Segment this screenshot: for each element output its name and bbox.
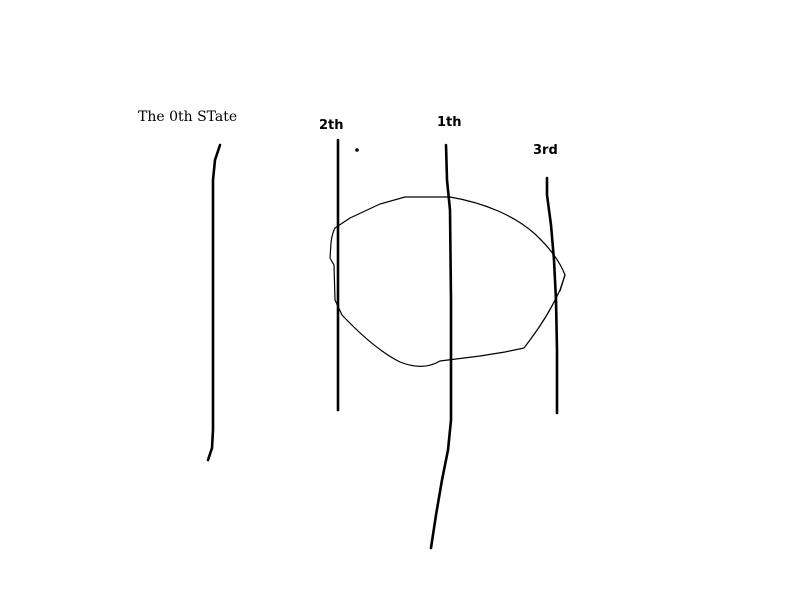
loop-outline xyxy=(329,196,566,367)
label-3rd: 3rd xyxy=(533,143,558,158)
label-0th-state: The 0th STate xyxy=(138,109,238,125)
line-1th xyxy=(429,143,453,550)
line-3rd xyxy=(545,176,559,415)
line-0th-state xyxy=(206,143,222,462)
dot-mark xyxy=(355,148,359,152)
loop-tick xyxy=(559,274,566,292)
label-2th: 2th xyxy=(319,118,344,133)
label-1th: 1th xyxy=(437,115,462,130)
